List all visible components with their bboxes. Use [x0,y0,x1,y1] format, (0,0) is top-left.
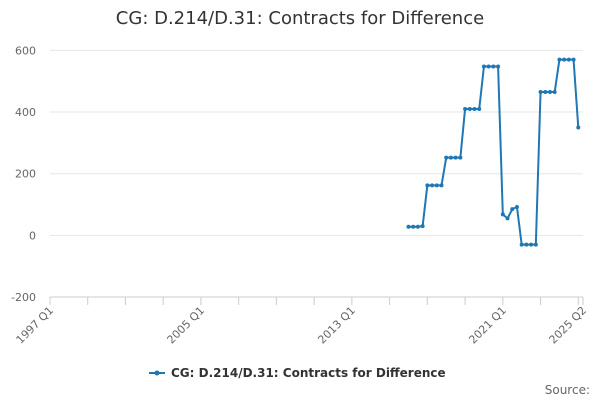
data-point[interactable] [524,242,529,247]
data-point[interactable] [472,106,477,111]
x-tick-label: 1997 Q1 [14,304,57,347]
data-point[interactable] [439,183,444,188]
data-point[interactable] [411,224,416,229]
data-point[interactable] [543,90,548,95]
data-point[interactable] [500,212,505,217]
data-point[interactable] [444,155,449,160]
data-point[interactable] [458,155,463,160]
grid-lines [50,49,583,236]
data-point[interactable] [477,106,482,111]
series-line [408,58,580,246]
x-tick-label: 2005 Q1 [165,304,208,347]
data-point[interactable] [552,90,557,95]
data-point[interactable] [448,155,453,160]
data-point[interactable] [420,224,425,229]
data-point[interactable] [425,183,430,188]
y-tick-label: 400 [15,106,36,119]
data-point[interactable] [491,64,496,69]
legend-marker [154,370,160,376]
y-tick-label: -200 [11,291,36,304]
data-point[interactable] [453,155,458,160]
series-group [406,57,581,247]
data-point[interactable] [514,205,519,209]
data-point[interactable] [529,242,534,247]
data-point[interactable] [463,106,468,111]
source-credit: Source: [545,383,590,397]
data-point[interactable] [562,57,567,62]
y-tick-label: 200 [15,168,36,181]
data-point[interactable] [434,183,439,188]
data-point[interactable] [533,242,538,247]
data-point[interactable] [510,207,515,212]
data-point[interactable] [481,64,486,69]
chart-title: CG: D.214/D.31: Contracts for Difference [116,8,484,29]
x-tick-label: 2013 Q1 [315,304,358,347]
legend-label: CG: D.214/D.31: Contracts for Difference [171,366,446,380]
legend[interactable]: CG: D.214/D.31: Contracts for Difference [149,366,446,380]
data-point[interactable] [566,57,571,62]
data-point[interactable] [406,224,411,229]
data-point[interactable] [430,183,435,188]
data-point[interactable] [486,64,491,69]
data-point[interactable] [519,242,524,247]
data-point[interactable] [547,90,552,95]
data-point[interactable] [557,57,562,62]
data-point[interactable] [576,125,581,130]
data-point[interactable] [538,90,543,95]
x-axis: 1997 Q1 2005 Q1 2013 Q1 2021 Q1 2025 Q2 [14,297,590,347]
y-tick-label: 0 [29,229,36,242]
data-point[interactable] [571,57,576,62]
x-tick-label: 2025 Q2 [547,304,590,347]
x-tick-label: 2021 Q1 [466,304,509,347]
data-point[interactable] [415,224,420,229]
y-tick-label: 600 [15,44,36,57]
data-point[interactable] [505,216,510,221]
y-axis: -200 0 200 400 600 [11,44,36,304]
data-point[interactable] [467,106,472,111]
data-point[interactable] [496,64,501,69]
